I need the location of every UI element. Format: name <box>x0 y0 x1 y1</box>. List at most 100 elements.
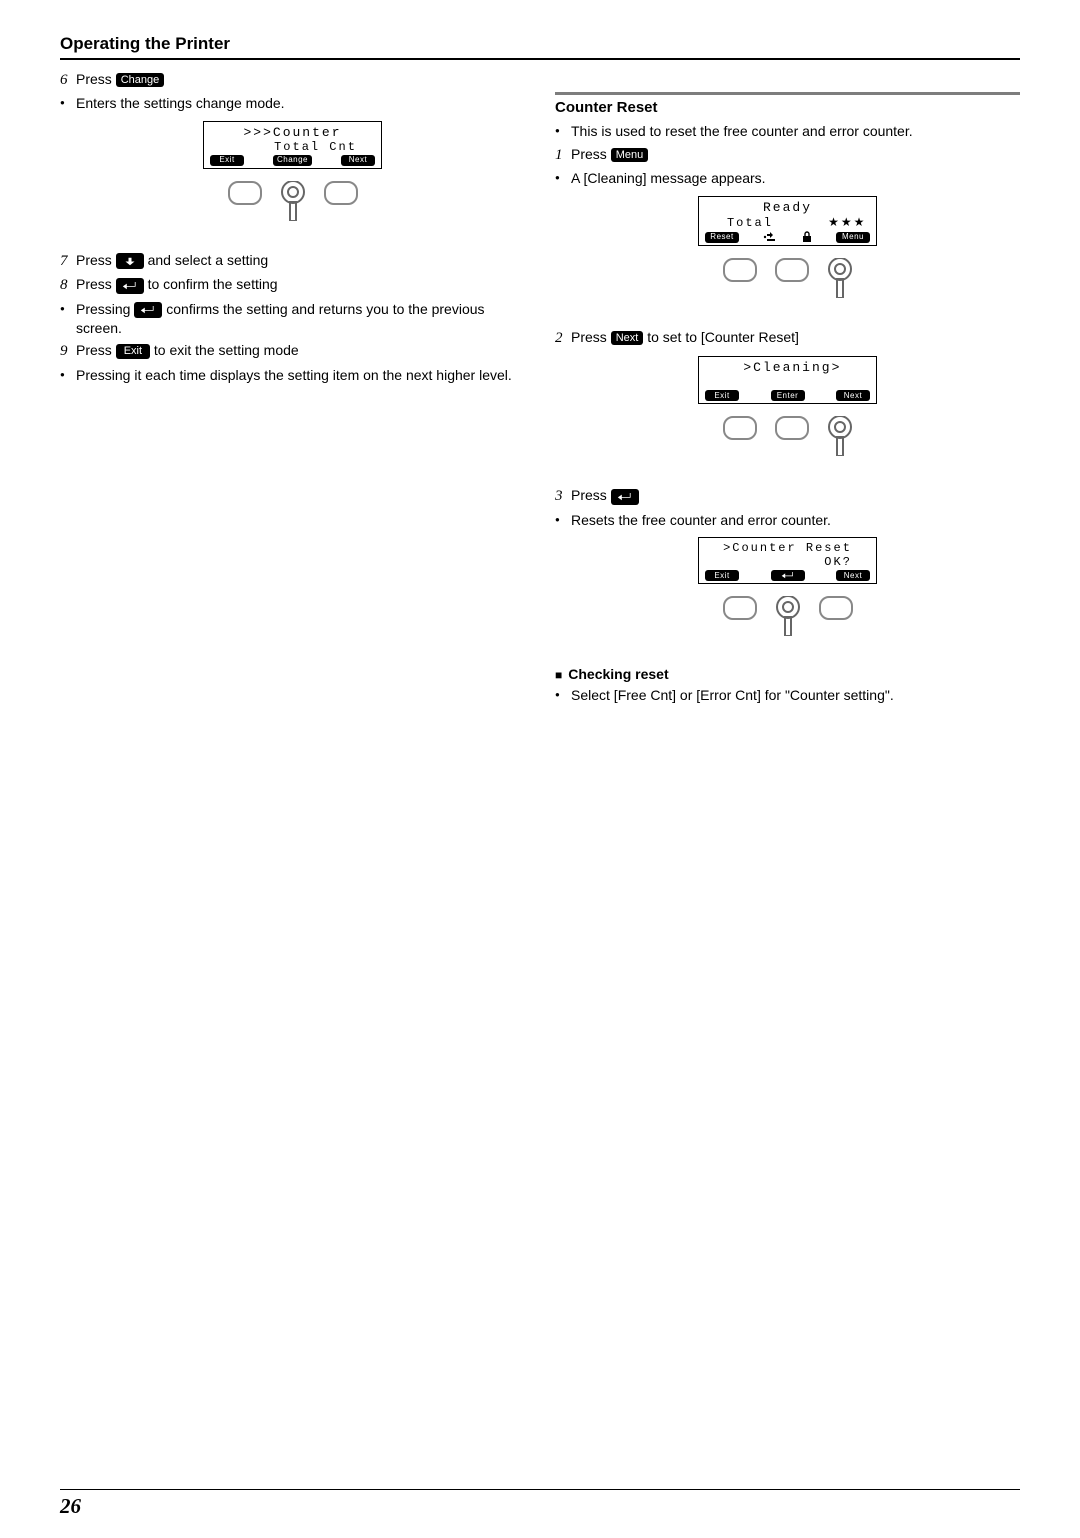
lcd-next-label: Next <box>836 570 870 581</box>
lcd-line2: Total ★★★ <box>705 215 870 230</box>
bullet: This is used to reset the free counter a… <box>555 122 1020 141</box>
txt: Press <box>571 487 611 503</box>
enter-arrow-icon <box>611 489 639 505</box>
hw-buttons <box>203 181 382 221</box>
bullet-text: Pressing confirms the setting and return… <box>76 300 525 338</box>
step-num: 3 <box>555 486 571 506</box>
subhead-rule <box>555 92 1020 95</box>
hw-button-mid <box>775 258 809 282</box>
hw-button-left <box>228 181 262 205</box>
hw-buttons <box>698 258 877 298</box>
step-2: 2 Press Next to set to [Counter Reset] <box>555 328 1020 348</box>
txt: Press <box>76 71 116 87</box>
lcd-display-r3: >Counter Reset OK? Exit Next <box>555 537 1020 652</box>
footer-rule <box>60 1489 1020 1490</box>
step-num: 9 <box>60 341 76 361</box>
bullet-text: This is used to reset the free counter a… <box>571 122 1020 141</box>
txt: to set to [Counter Reset] <box>643 329 799 345</box>
lcd-line2: Total Cnt <box>210 140 375 154</box>
step-9: 9 Press Exit to exit the setting mode <box>60 341 525 361</box>
next-button-label: Next <box>611 331 644 345</box>
txt: Pressing <box>76 301 134 317</box>
hw-button-right <box>324 181 358 205</box>
txt: Press <box>76 276 116 292</box>
lcd-next-label: Next <box>341 155 375 166</box>
lcd-line1: >Counter Reset <box>705 541 870 555</box>
step-num: 7 <box>60 251 76 271</box>
security-key-icon <box>775 596 801 636</box>
down-arrow-icon <box>116 253 144 269</box>
security-key-icon <box>827 416 853 456</box>
step-text: Press <box>571 486 1020 505</box>
right-column: Counter Reset This is used to reset the … <box>555 70 1020 709</box>
step-1: 1 Press Menu <box>555 145 1020 165</box>
hw-buttons <box>698 596 877 636</box>
counter-reset-heading: Counter Reset <box>555 99 1020 116</box>
step-text: Press Exit to exit the setting mode <box>76 341 525 360</box>
lcd-exit-label: Exit <box>210 155 244 166</box>
lcd-line2: OK? <box>705 555 870 569</box>
left-column: 6 Press Change Enters the settings chang… <box>60 70 525 709</box>
lcd-line1: >Cleaning> <box>705 360 870 375</box>
step-num: 2 <box>555 328 571 348</box>
lcd-exit-label: Exit <box>705 390 739 401</box>
page-title: Operating the Printer <box>60 34 1020 58</box>
step-text: Press and select a setting <box>76 251 525 270</box>
lcd-enter-icon <box>771 570 805 581</box>
lcd-line1: >>>Counter <box>210 125 375 140</box>
lcd-enter-label: Enter <box>771 390 805 401</box>
bullet-text: Enters the settings change mode. <box>76 94 525 113</box>
txt: Press <box>571 329 611 345</box>
lcd-screen: >Counter Reset OK? Exit Next <box>698 537 877 584</box>
page-footer: 26 <box>60 1489 1020 1519</box>
lcd-screen: >>>Counter Total Cnt Exit Change Next <box>203 121 382 169</box>
hw-button-left <box>723 258 757 282</box>
lcd-display-r2: >Cleaning> Exit Enter Next <box>555 356 1020 472</box>
exit-button-label: Exit <box>116 344 150 358</box>
lcd-line2 <box>705 375 870 389</box>
bullet-text: Select [Free Cnt] or [Error Cnt] for "Co… <box>571 686 1020 705</box>
hw-button-left <box>723 416 757 440</box>
txt: to confirm the setting <box>144 276 278 292</box>
lcd-screen: >Cleaning> Exit Enter Next <box>698 356 877 404</box>
step-8: 8 Press to confirm the setting <box>60 275 525 295</box>
step-text: Press Change <box>76 70 525 89</box>
lock-icon <box>802 231 812 243</box>
step-num: 8 <box>60 275 76 295</box>
txt: and select a setting <box>144 252 269 268</box>
lcd-exit-label: Exit <box>705 570 739 581</box>
lcd-reset-label: Reset <box>705 232 739 243</box>
lcd-line1: Ready <box>705 200 870 215</box>
lcd-screen: Ready Total ★★★ Reset Menu <box>698 196 877 246</box>
enter-arrow-icon <box>134 302 162 318</box>
bullet: Select [Free Cnt] or [Error Cnt] for "Co… <box>555 686 1020 705</box>
hw-buttons <box>698 416 877 456</box>
step-6: 6 Press Change <box>60 70 525 90</box>
security-key-icon <box>827 258 853 298</box>
bullet-text: Pressing it each time displays the setti… <box>76 366 525 385</box>
change-button-label: Change <box>116 73 165 87</box>
page-number: 26 <box>60 1494 1020 1519</box>
bullet: Resets the free counter and error counte… <box>555 511 1020 530</box>
hw-button-right <box>819 596 853 620</box>
step-text: Press to confirm the setting <box>76 275 525 294</box>
txt: to exit the setting mode <box>150 342 299 358</box>
feed-icon <box>763 232 777 242</box>
lcd-menu-label: Menu <box>836 232 870 243</box>
checking-reset-heading: Checking reset <box>555 666 1020 682</box>
step-7: 7 Press and select a setting <box>60 251 525 271</box>
header-rule <box>60 58 1020 60</box>
bullet: Pressing confirms the setting and return… <box>60 300 525 338</box>
lcd-display-r1: Ready Total ★★★ Reset Menu <box>555 196 1020 314</box>
step-text: Press Menu <box>571 145 1020 164</box>
menu-button-label: Menu <box>611 148 649 162</box>
security-key-icon <box>280 181 306 221</box>
bullet-text: Resets the free counter and error counte… <box>571 511 1020 530</box>
lcd-change-label: Change <box>273 155 312 166</box>
hw-button-mid <box>775 416 809 440</box>
txt: Press <box>571 146 611 162</box>
enter-arrow-icon <box>116 278 144 294</box>
bullet: Pressing it each time displays the setti… <box>60 366 525 385</box>
bullet-text: A [Cleaning] message appears. <box>571 169 1020 188</box>
step-3: 3 Press <box>555 486 1020 506</box>
